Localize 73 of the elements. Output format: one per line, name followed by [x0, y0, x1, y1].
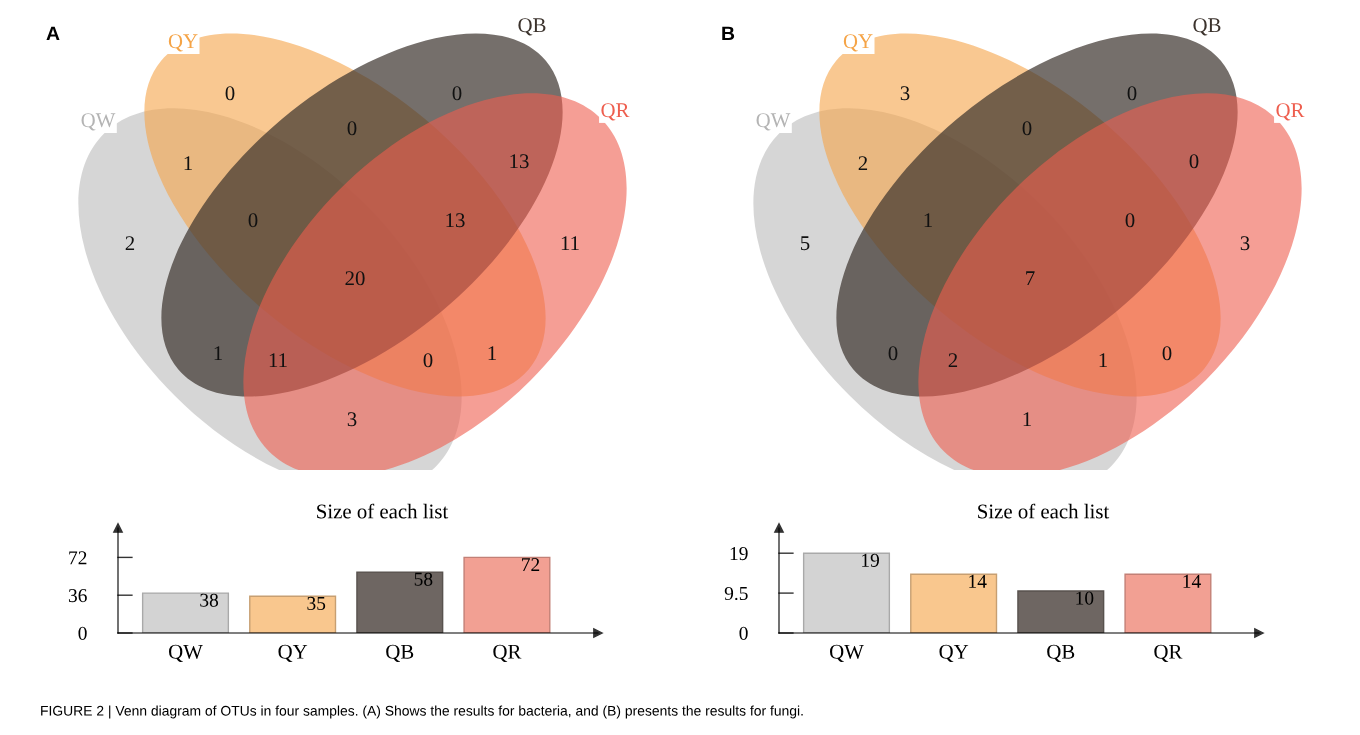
text: A: [46, 26, 60, 41]
caption: FIGURE 2 | Venn diagram of OTUs in four samples. (A) Shows the results for bacteria, and (B) presents the results for fungi.: [41, 705, 803, 719]
text: 20: [345, 271, 365, 286]
text: 0: [1127, 86, 1137, 101]
text: 1: [1023, 412, 1031, 427]
y-tick-label: 9.5: [724, 586, 748, 601]
bar: [802, 552, 891, 633]
chart-title: Size of each list: [978, 503, 1110, 519]
text: 2: [948, 353, 958, 368]
chart-title: Size of each list: [317, 503, 449, 519]
text: 1: [214, 346, 222, 361]
category-label: QW: [756, 113, 791, 131]
text: 0: [452, 86, 462, 101]
text: 11: [269, 353, 287, 368]
y-tick-label: 72: [69, 551, 87, 565]
text: 0: [1125, 213, 1135, 228]
category-label: QB: [518, 18, 546, 36]
text: 0: [423, 353, 433, 368]
x-tick-label: QR: [1154, 644, 1183, 662]
category-label: QR: [1276, 103, 1305, 121]
text: 7: [1026, 271, 1035, 286]
x-tick-label: QR: [493, 644, 522, 662]
text: 1: [1099, 353, 1107, 368]
data-label: 19: [862, 553, 879, 567]
category-label: QB: [1193, 18, 1221, 36]
y-tick-label: 0: [739, 626, 748, 640]
text: B: [722, 26, 735, 41]
data-label: 58: [414, 572, 433, 586]
data-label: 14: [969, 574, 987, 588]
y-tick-label: 19: [730, 547, 748, 561]
x-tick-label: QY: [278, 644, 308, 662]
text: 13: [510, 154, 529, 169]
bar: [463, 556, 551, 633]
bar: [249, 595, 337, 633]
bar: [1124, 573, 1212, 633]
text: 2: [858, 156, 868, 171]
data-label: 72: [522, 558, 540, 571]
data-label: 38: [200, 593, 219, 607]
text: 0: [248, 213, 258, 228]
text: 2: [125, 236, 135, 251]
text: 5: [801, 236, 810, 251]
text: 3: [347, 412, 357, 427]
text: 0: [225, 86, 235, 101]
text: 0: [1162, 346, 1172, 361]
text: 3: [900, 86, 910, 101]
text: 0: [347, 121, 357, 136]
text: 1: [488, 346, 496, 361]
text: 11: [561, 236, 579, 251]
text: 0: [1022, 121, 1032, 136]
text: 3: [1240, 236, 1250, 251]
category-label: QY: [168, 34, 198, 52]
data-label: 35: [307, 596, 326, 610]
data-label: 10: [1076, 591, 1094, 605]
x-tick-label: QW: [169, 644, 203, 662]
y-tick-label: 0: [78, 626, 87, 640]
bar: [1017, 590, 1105, 633]
text: 0: [1189, 154, 1199, 169]
x-tick-label: QB: [386, 644, 414, 662]
category-label: QR: [601, 103, 630, 121]
bar: [141, 592, 230, 633]
y-tick-label: 36: [68, 589, 87, 603]
category-label: QY: [843, 34, 873, 52]
category-label: QW: [81, 113, 116, 131]
bar: [910, 573, 998, 633]
x-tick-label: QY: [939, 644, 969, 662]
text: 1: [184, 156, 192, 171]
data-label: 14: [1183, 574, 1201, 588]
text: 13: [446, 213, 465, 228]
x-tick-label: QW: [830, 644, 864, 662]
text: 1: [924, 213, 932, 228]
x-tick-label: QB: [1047, 644, 1075, 662]
bar: [356, 571, 444, 633]
text: 0: [888, 346, 898, 361]
